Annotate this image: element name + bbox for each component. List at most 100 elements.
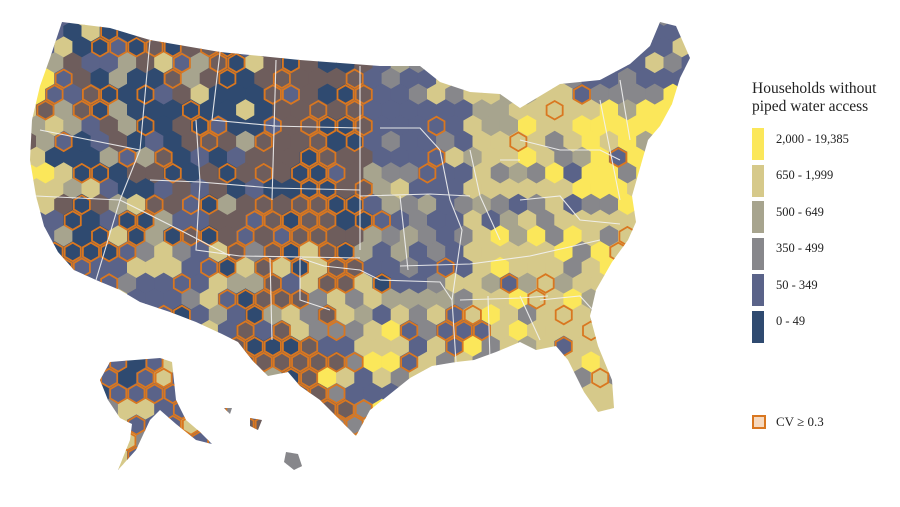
hex-cell [417,256,437,279]
hex-cell [30,304,46,326]
cv-outline [374,0,390,9]
hex-cell [581,445,601,468]
cv-outline [272,36,291,58]
hex-cell [691,257,710,279]
hex-cell [381,67,401,90]
hex-cell [0,84,9,106]
hex-cell [163,477,182,499]
hex-cell [291,477,310,499]
hex-cell [36,445,55,468]
hex-cell [163,67,183,90]
legend-label: 0 - 49 [776,314,806,329]
hex-cell [336,178,355,200]
hex-cell [472,162,492,185]
legend-label: 500 - 649 [776,204,824,219]
hex-cell [700,462,719,484]
hex-cell [190,146,210,169]
cv-outline [109,383,128,405]
hex-cell [600,477,619,499]
hex-cell [436,382,455,405]
hex-cell [317,115,337,137]
hex-cell [317,22,337,43]
cv-outline [491,351,510,373]
cv-outline [554,304,573,326]
hex-cell [691,194,710,216]
cv-outline [527,68,546,90]
hex-cell [590,52,610,74]
hex-cell [81,178,101,200]
hex-cell [263,398,283,421]
cv-outline [554,22,573,42]
hex-cell [108,99,128,122]
legend-title: Households without piped water access [752,80,900,116]
hex-cell [45,398,64,421]
hex-cell [608,209,628,232]
hex-cell [9,399,28,421]
hex-cell [691,225,710,247]
hex-cell [499,304,519,326]
cv-outline [100,336,119,357]
hex-cell [518,430,537,452]
cv-outline [45,430,64,452]
hex-cell [700,399,719,421]
hex-cell [563,382,583,405]
cv-outline [82,84,100,105]
hex-cell [563,130,583,153]
hex-cell [718,273,737,295]
hex-cell [627,493,646,507]
hex-cell [718,147,737,169]
hex-cell [627,367,646,389]
hex-cell [272,414,292,437]
hex-cell [372,241,392,263]
hex-cell [117,304,137,326]
hex-cell [245,146,265,169]
cv-outline [218,351,237,373]
hex-cell [454,130,474,153]
cv-outline [309,99,328,121]
cv-outline [701,211,717,230]
hex-cell [572,304,592,326]
cv-outline [291,351,310,373]
hex-cell [63,304,83,326]
hex-cell [181,193,201,216]
hex-cell [709,320,728,342]
hex-cell [54,445,74,468]
hex-cell [481,272,501,295]
hex-cell [363,477,382,499]
hex-cell [681,272,690,295]
cv-outline [483,495,499,507]
cv-outline [427,147,446,168]
cv-outline [327,383,346,405]
hex-cell [136,146,155,169]
hex-cell [281,335,301,358]
cv-outline [118,210,137,231]
hex-cell [182,477,201,499]
hex-cell [345,225,365,248]
hex-cell [208,209,228,232]
cv-outline [527,414,546,436]
cv-outline [509,131,528,153]
hex-cell [199,445,219,468]
hex-cell [117,52,137,74]
hex-cell [208,335,228,358]
hex-cell [618,445,637,468]
cv-legend-label: CV ≥ 0.3 [776,414,824,429]
hex-cell [681,335,690,358]
hex-cell [599,99,619,122]
hex-cell [590,178,610,200]
hex-cell [663,209,683,232]
cv-outline [100,304,119,326]
hex-cell [245,241,265,263]
hex-cell [645,52,665,74]
hex-cell [299,115,319,137]
hex-cell [536,430,555,452]
hex-cell [254,225,274,248]
hex-cell [545,22,565,27]
hex-cell [654,351,674,374]
hex-cell [0,367,9,389]
hex-cell [436,130,455,153]
hex-cell [127,414,146,437]
hex-cell [454,414,474,437]
hex-cell [545,351,565,374]
hex-cell [217,288,237,311]
